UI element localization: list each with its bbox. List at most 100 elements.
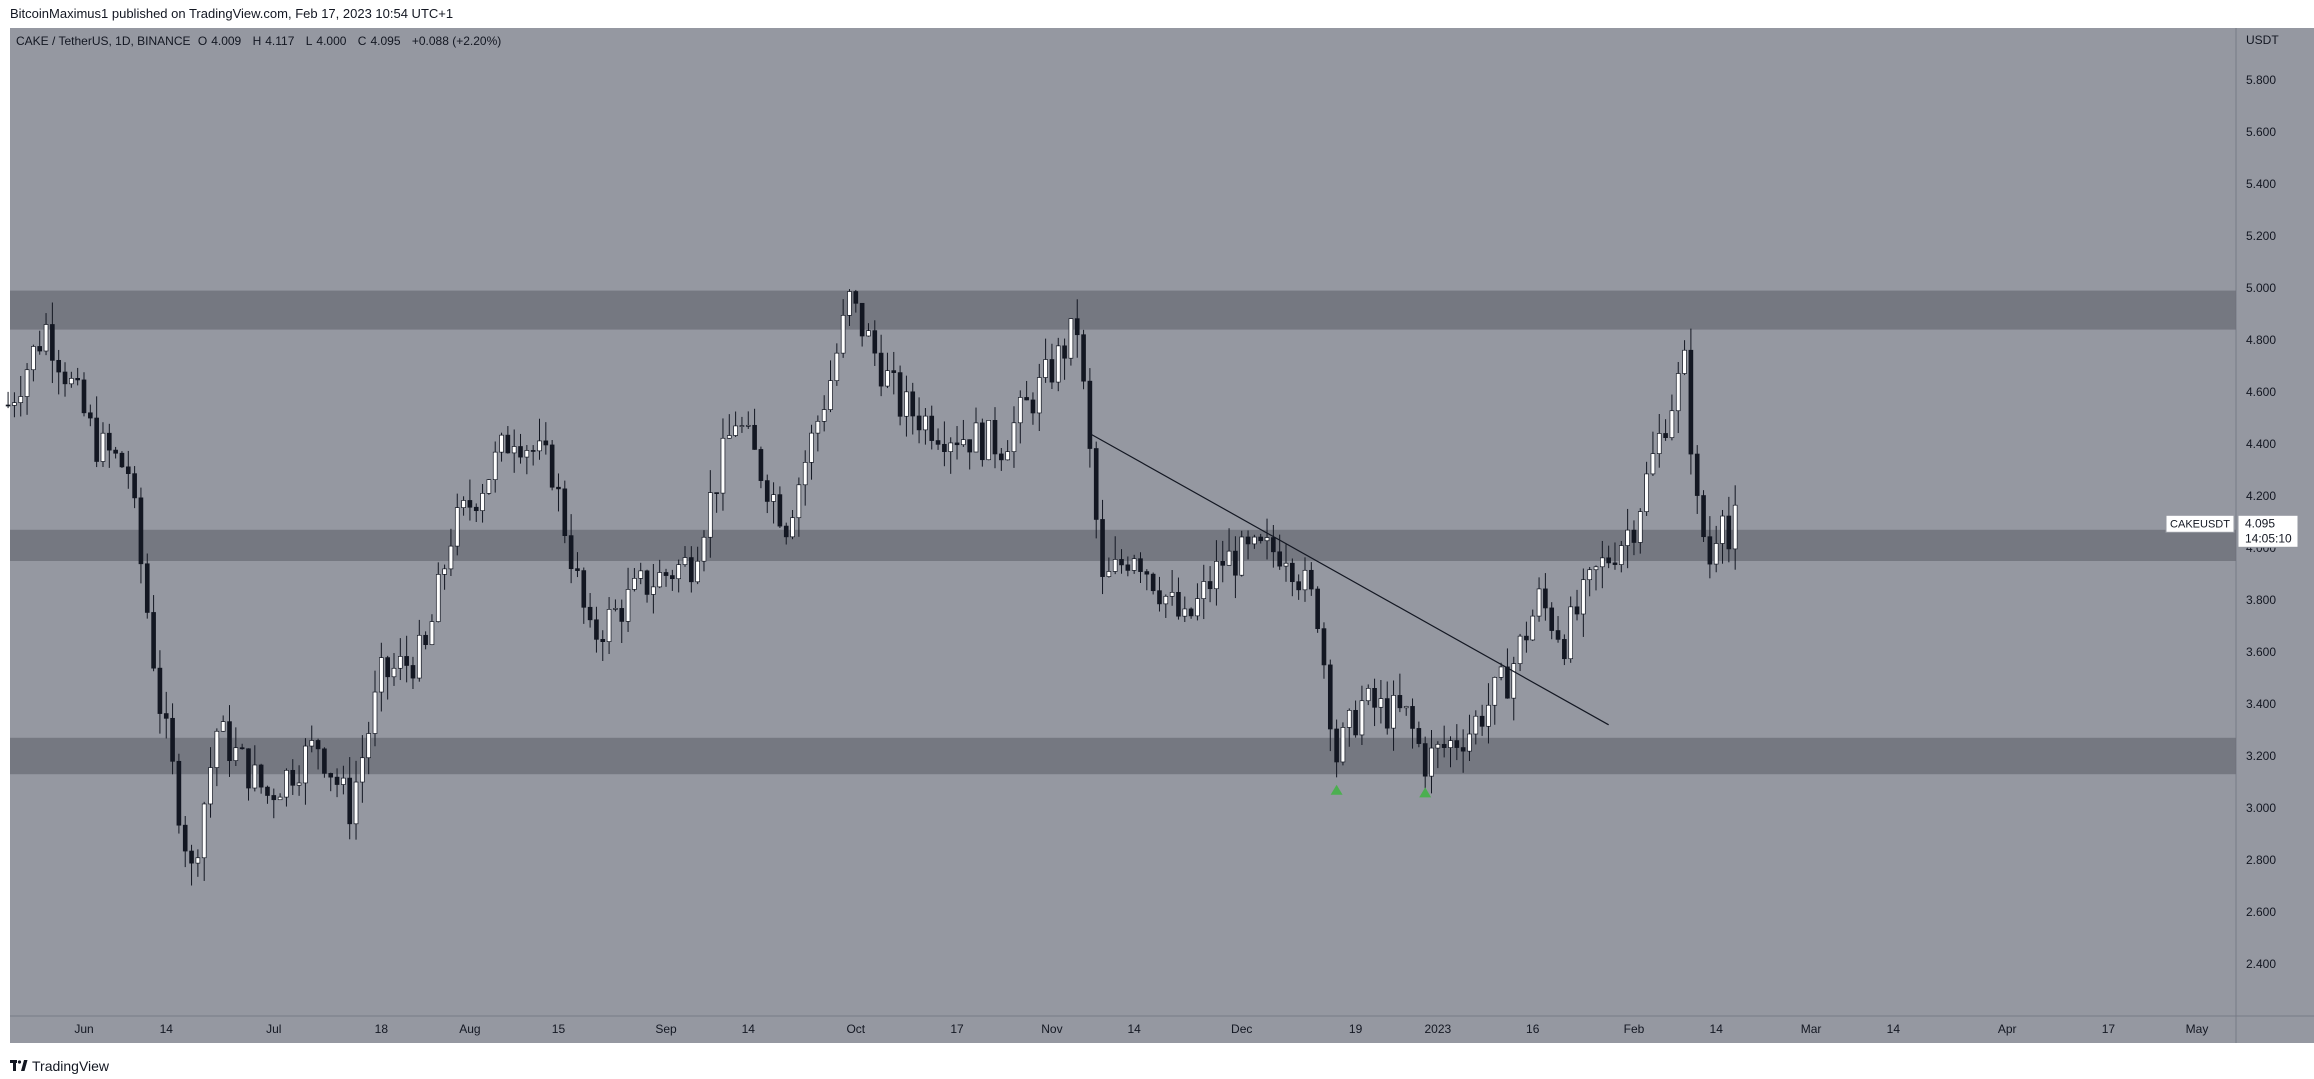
candle-up[interactable] — [1391, 695, 1396, 729]
candle-down[interactable] — [1176, 591, 1181, 617]
candle-down[interactable] — [473, 506, 479, 512]
candle-up[interactable] — [18, 396, 24, 404]
candle-up[interactable] — [1365, 688, 1371, 702]
candle-up[interactable] — [1214, 561, 1219, 590]
candle-up[interactable] — [1656, 433, 1662, 454]
candle-up[interactable] — [701, 536, 707, 562]
candle-down[interactable] — [594, 619, 599, 640]
candle-up[interactable] — [12, 402, 17, 406]
candle-up[interactable] — [1517, 635, 1523, 664]
candle-up[interactable] — [1283, 562, 1289, 567]
candle-down[interactable] — [334, 776, 340, 785]
time-axis[interactable] — [10, 1016, 2236, 1043]
candle-down[interactable] — [423, 634, 428, 645]
candle-down[interactable] — [1479, 715, 1485, 727]
candle-up[interactable] — [1568, 606, 1574, 660]
candle-down[interactable] — [1606, 557, 1611, 564]
candle-down[interactable] — [1397, 695, 1403, 709]
candle-up[interactable] — [1644, 473, 1649, 512]
candle-up[interactable] — [790, 517, 795, 538]
candle-down[interactable] — [1245, 536, 1251, 545]
candle-up[interactable] — [745, 424, 751, 427]
candle-up[interactable] — [461, 500, 466, 508]
candle-up[interactable] — [1201, 581, 1207, 599]
candle-up[interactable] — [31, 346, 36, 371]
candle-up[interactable] — [866, 330, 871, 337]
candle-down[interactable] — [1144, 571, 1150, 575]
candle-up[interactable] — [815, 420, 821, 434]
candle-up[interactable] — [707, 492, 713, 538]
candle-down[interactable] — [1422, 743, 1428, 777]
candle-down[interactable] — [1460, 747, 1466, 752]
candle-down[interactable] — [404, 656, 409, 666]
candle-down[interactable] — [783, 525, 789, 538]
candle-down[interactable] — [587, 606, 593, 621]
candle-up[interactable] — [480, 493, 485, 512]
candle-down[interactable] — [619, 608, 625, 622]
candle-up[interactable] — [1593, 566, 1599, 571]
candle-up[interactable] — [341, 777, 346, 785]
candle-up[interactable] — [1169, 591, 1175, 597]
candle-down[interactable] — [163, 713, 169, 719]
candle-down[interactable] — [138, 497, 144, 565]
candle-up[interactable] — [771, 494, 776, 502]
candle-up[interactable] — [442, 568, 447, 575]
candle-down[interactable] — [1334, 728, 1339, 763]
candle-up[interactable] — [448, 545, 454, 570]
candle-up[interactable] — [391, 667, 397, 678]
candle-up[interactable] — [726, 435, 732, 439]
candle-down[interactable] — [144, 563, 150, 613]
candle-up[interactable] — [486, 479, 492, 494]
candle-up[interactable] — [1429, 747, 1434, 777]
candle-down[interactable] — [1321, 628, 1327, 666]
candle-down[interactable] — [1543, 588, 1548, 609]
candle-up[interactable] — [1226, 550, 1232, 566]
candle-up[interactable] — [208, 767, 213, 805]
candle-up[interactable] — [1011, 422, 1017, 453]
candle-up[interactable] — [1359, 700, 1365, 736]
candle-up[interactable] — [739, 425, 745, 427]
candle-up[interactable] — [1403, 706, 1409, 709]
candle-up[interactable] — [1195, 598, 1200, 617]
candle-down[interactable] — [758, 449, 764, 481]
candle-up[interactable] — [1346, 709, 1352, 728]
candle-up[interactable] — [1068, 318, 1074, 359]
candle-down[interactable] — [385, 657, 390, 678]
candle-down[interactable] — [1157, 590, 1162, 605]
candle-up[interactable] — [904, 391, 909, 417]
candle-up[interactable] — [1473, 715, 1479, 735]
candle-down[interactable] — [119, 452, 125, 468]
candle-down[interactable] — [1277, 551, 1282, 567]
candle-up[interactable] — [1682, 349, 1687, 374]
candle-down[interactable] — [1271, 537, 1276, 553]
candle-up[interactable] — [847, 291, 852, 316]
candle-up[interactable] — [682, 557, 688, 565]
candle-up[interactable] — [1264, 537, 1270, 542]
candle-down[interactable] — [1327, 664, 1333, 730]
plot-area[interactable] — [10, 28, 2236, 1016]
candle-down[interactable] — [929, 415, 935, 441]
candle-up[interactable] — [695, 560, 700, 583]
candle-down[interactable] — [1258, 536, 1264, 542]
candle-down[interactable] — [1555, 630, 1561, 640]
candle-up[interactable] — [625, 589, 631, 622]
candle-up[interactable] — [1618, 545, 1624, 565]
candle-down[interactable] — [891, 370, 897, 373]
candle-down[interactable] — [1315, 588, 1320, 630]
candle-up[interactable] — [1587, 569, 1592, 581]
candle-down[interactable] — [5, 404, 11, 407]
candle-down[interactable] — [897, 372, 903, 417]
candle-up[interactable] — [1530, 615, 1536, 641]
candle-up[interactable] — [1005, 451, 1010, 461]
candle-up[interactable] — [1467, 733, 1472, 752]
candle-down[interactable] — [1701, 495, 1706, 538]
candle-up[interactable] — [1017, 397, 1023, 424]
candle-down[interactable] — [1138, 558, 1143, 572]
candle-up[interactable] — [651, 586, 656, 595]
candle-down[interactable] — [271, 795, 277, 801]
candle-up[interactable] — [1720, 515, 1725, 544]
candle-up[interactable] — [372, 691, 378, 734]
candle-down[interactable] — [1309, 569, 1314, 590]
candle-up[interactable] — [277, 796, 283, 801]
candle-up[interactable] — [499, 434, 504, 453]
